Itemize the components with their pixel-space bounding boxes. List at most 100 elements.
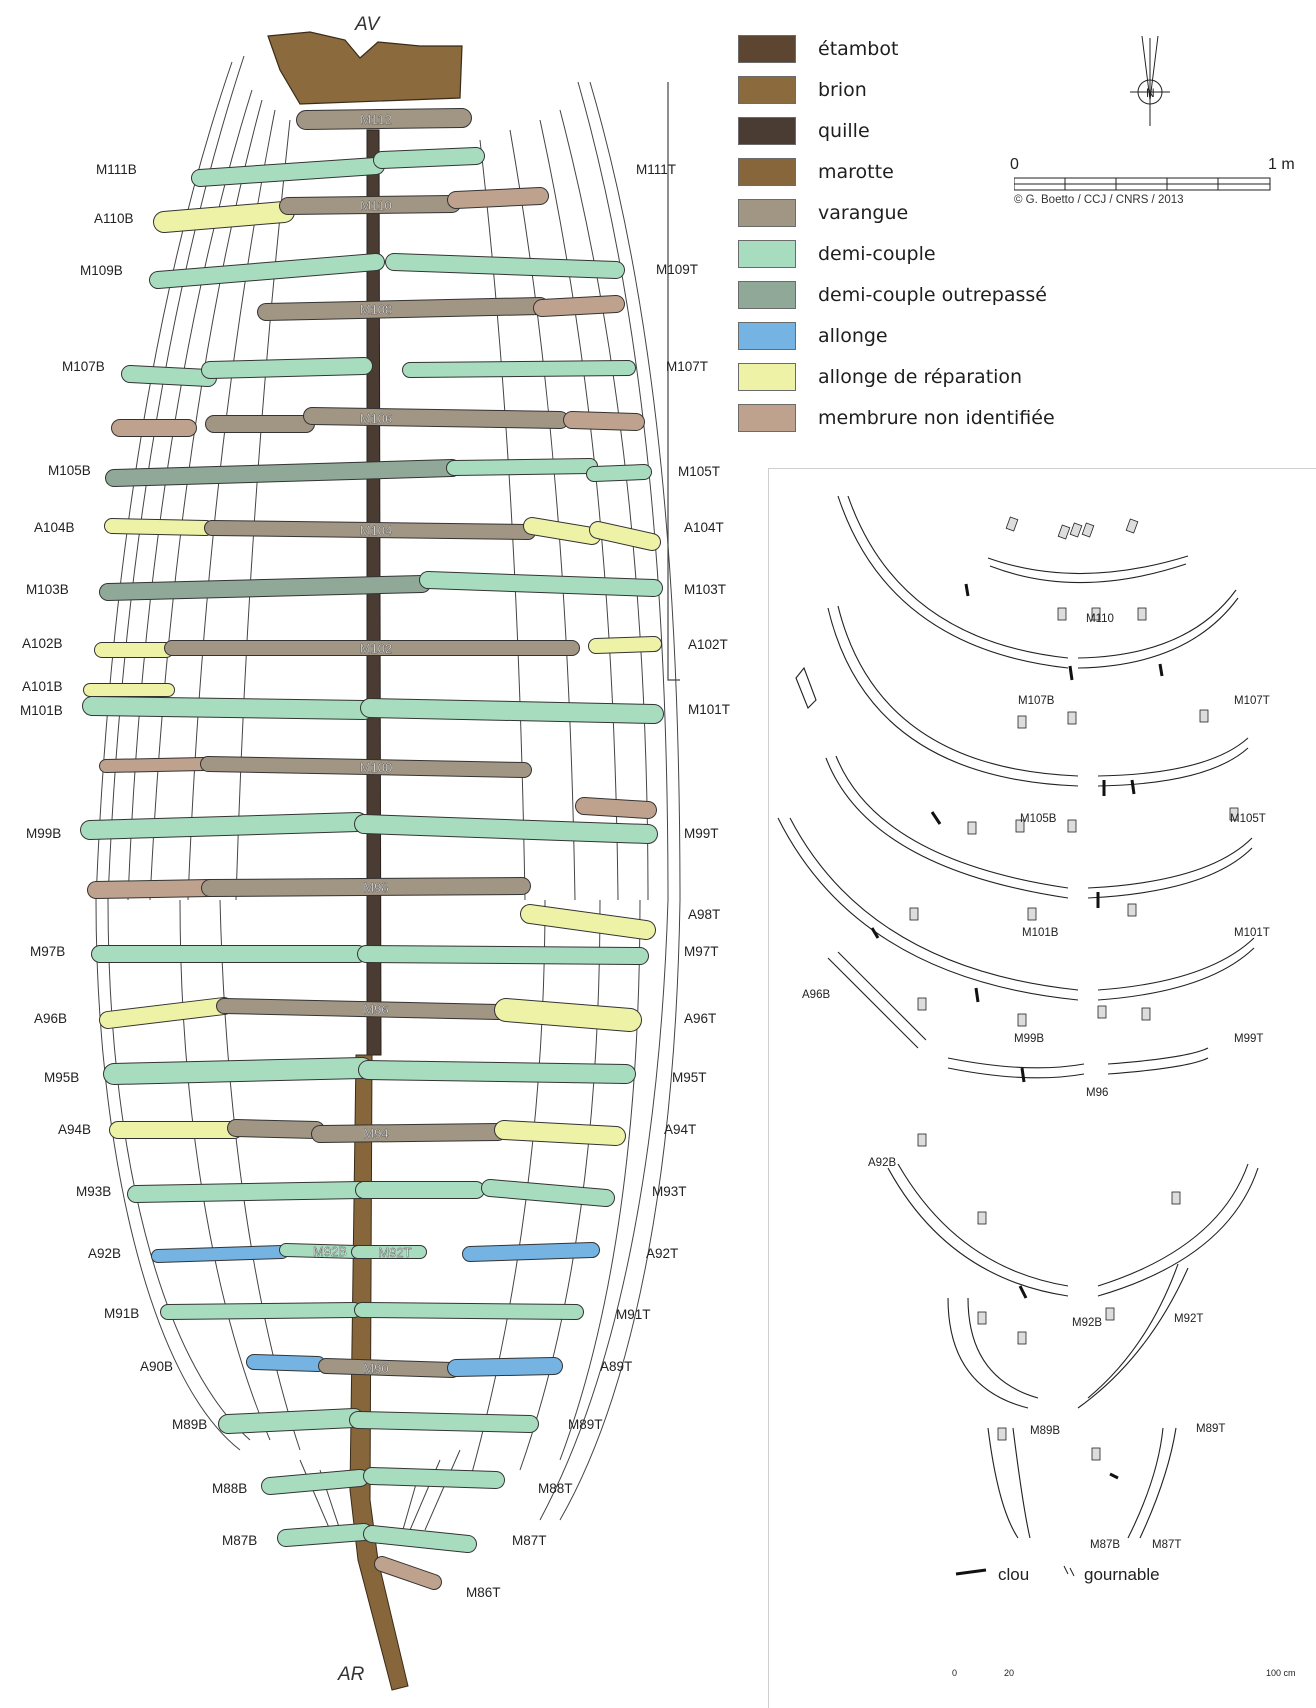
frame-timber	[587, 465, 651, 481]
frame-center-label: M102	[360, 641, 393, 656]
frame-timber	[355, 1303, 583, 1319]
hull-plan-drawing: M112 M110 M108 M106 M104 M102 M100 M98 M96 M94 M92…	[80, 31, 681, 1691]
legend-row: marotte	[738, 151, 1078, 192]
frame-timber	[150, 254, 384, 288]
scale-zero: 0	[1010, 156, 1019, 173]
frame-label-a94b: A94B	[58, 1122, 92, 1137]
scale-bar-ruler	[1014, 177, 1271, 191]
section-label: M87B	[1090, 1539, 1120, 1551]
frame-label-m97b: M97B	[30, 944, 66, 959]
frame-label-a102t: A102T	[688, 637, 728, 652]
frame-timber	[350, 1412, 538, 1432]
frame-label-m93b: M93B	[76, 1184, 112, 1199]
legend-row: quille	[738, 110, 1078, 151]
section-label: M107T	[1234, 695, 1270, 707]
legend: étambot brion quille marotte varangue demi-co…	[738, 28, 1078, 438]
frame-timber	[319, 1359, 459, 1377]
frame-label-m101t: M101T	[688, 702, 731, 717]
legend-label: membrure non identifiée	[818, 406, 1055, 429]
frame-label-a89t: A89T	[600, 1359, 633, 1374]
legend-label: allonge de réparation	[818, 365, 1023, 388]
frame-timber	[386, 254, 624, 278]
frame-timber	[152, 1246, 288, 1262]
frame-timber	[564, 412, 644, 430]
frame-timber	[590, 522, 660, 550]
frame-timber	[106, 460, 460, 486]
frame-center-label: M108	[360, 302, 393, 317]
frame-label-a102b: A102B	[22, 636, 63, 651]
section-scale-end: 100 cm	[1266, 1668, 1296, 1678]
frame-timber	[589, 637, 661, 653]
frame-center-label: M96	[363, 1002, 388, 1017]
frame-label-m111b: M111B	[96, 162, 137, 177]
frame-timber	[375, 1557, 441, 1589]
section-label: M110	[1086, 613, 1114, 625]
legend-row: brion	[738, 69, 1078, 110]
section-label: M105T	[1230, 813, 1266, 825]
frame-label-m95t: M95T	[672, 1070, 707, 1085]
frame-timber	[297, 109, 471, 129]
legend-label: demi-couple	[818, 242, 936, 265]
frame-timber	[202, 878, 530, 896]
nail-markers	[870, 583, 1164, 1480]
frame-timber	[361, 699, 663, 723]
frame-timber	[364, 1468, 504, 1488]
frame-center-label: M92B	[313, 1244, 347, 1259]
legend-swatch	[738, 403, 796, 432]
section-label: M101T	[1234, 927, 1270, 939]
legend-swatch	[738, 75, 796, 104]
frame-label-m97t: M97T	[684, 944, 719, 959]
section-label: M99T	[1234, 1033, 1263, 1045]
frame-timber	[359, 1061, 635, 1083]
legend-swatch	[738, 157, 796, 186]
frames: M112 M110 M108 M106 M104 M102 M100 M98 M96 M94 M92…	[80, 108, 664, 1590]
section-label: M105B	[1020, 813, 1057, 825]
frame-label-a90b: A90B	[140, 1359, 174, 1374]
frame-timber	[100, 998, 232, 1028]
legend-label: brion	[818, 78, 867, 101]
frame-timber	[374, 148, 484, 168]
frame-timber	[217, 999, 505, 1019]
legend-row: varangue	[738, 192, 1078, 233]
section-label: M87T	[1152, 1539, 1181, 1551]
frame-timber	[420, 572, 662, 596]
frame-label-m109b: M109B	[80, 263, 123, 278]
scale-one-meter: 1 m	[1268, 156, 1295, 173]
frame-timber	[355, 815, 657, 843]
frame-label-m91b: M91B	[104, 1306, 140, 1321]
frame-timber	[154, 202, 294, 232]
frame-label-a104b: A104B	[34, 520, 75, 535]
nail-key-icon	[955, 1568, 987, 1576]
frame-timber	[524, 518, 600, 544]
frame-label-m86t: M86T	[466, 1585, 501, 1600]
legend-row: allonge de réparation	[738, 356, 1078, 397]
frame-timber	[104, 1058, 372, 1084]
frame-label-a98t: A98T	[688, 907, 721, 922]
frame-label-a104t: A104T	[684, 520, 724, 535]
frame-timber	[247, 1355, 325, 1371]
frame-label-a92t: A92T	[646, 1246, 679, 1261]
frame-label-m103b: M103B	[26, 582, 69, 597]
section-scale-mid: 20	[1004, 1668, 1014, 1678]
legend-swatch	[738, 239, 796, 268]
section-label: M89T	[1196, 1423, 1225, 1435]
frame-label-m105t: M105T	[678, 464, 721, 479]
section-label: M92T	[1174, 1313, 1203, 1325]
legend-swatch	[738, 116, 796, 145]
legend-row: demi-couple	[738, 233, 1078, 274]
legend-swatch	[738, 362, 796, 391]
frame-timber	[128, 1182, 368, 1202]
frame-center-label: M98	[363, 880, 388, 895]
frame-timber	[495, 999, 641, 1031]
frame-center-label: M92T	[378, 1245, 411, 1260]
legend-swatch	[738, 34, 796, 63]
north-arrow-icon: N	[1130, 35, 1170, 126]
section-label: M92B	[1072, 1317, 1102, 1329]
frame-timber	[482, 1180, 614, 1206]
section-label: M107B	[1018, 695, 1055, 707]
frame-timber	[448, 188, 548, 208]
frame-timber	[228, 1120, 324, 1138]
frame-label-a96t: A96T	[684, 1011, 717, 1026]
frame-timber	[463, 1243, 599, 1261]
frame-label-a94t: A94T	[664, 1122, 697, 1137]
